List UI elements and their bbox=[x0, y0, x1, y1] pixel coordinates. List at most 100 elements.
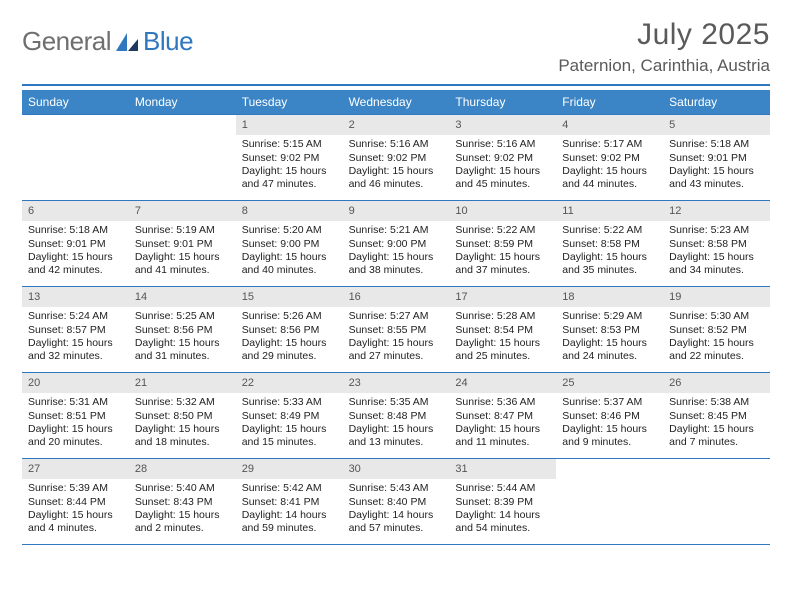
daylight-line1: Daylight: 15 hours bbox=[562, 251, 657, 264]
daylight-line1: Daylight: 15 hours bbox=[349, 251, 444, 264]
daylight-line2: and 31 minutes. bbox=[135, 350, 230, 363]
day-body: Sunrise: 5:15 AMSunset: 9:02 PMDaylight:… bbox=[236, 138, 343, 192]
day-body: Sunrise: 5:32 AMSunset: 8:50 PMDaylight:… bbox=[129, 396, 236, 450]
sunset-text: Sunset: 8:55 PM bbox=[349, 324, 444, 337]
sunset-text: Sunset: 8:41 PM bbox=[242, 496, 337, 509]
sunrise-text: Sunrise: 5:38 AM bbox=[669, 396, 764, 409]
day-cell: 23Sunrise: 5:35 AMSunset: 8:48 PMDayligh… bbox=[343, 372, 450, 458]
sunrise-text: Sunrise: 5:18 AM bbox=[28, 224, 123, 237]
sunset-text: Sunset: 8:58 PM bbox=[562, 238, 657, 251]
day-cell: 4 Sunrise: 5:17 AMSunset: 9:02 PMDaylight… bbox=[556, 114, 663, 200]
sunrise-text: Sunrise: 5:39 AM bbox=[28, 482, 123, 495]
daylight-line2: and 2 minutes. bbox=[135, 522, 230, 535]
calendar-grid: Sunday Monday Tuesday Wednesday Thursday… bbox=[22, 90, 770, 545]
sunrise-text: Sunrise: 5:36 AM bbox=[455, 396, 550, 409]
day-body: Sunrise: 5:44 AMSunset: 8:39 PMDaylight:… bbox=[449, 482, 556, 536]
daylight-line2: and 32 minutes. bbox=[28, 350, 123, 363]
sunrise-text: Sunrise: 5:37 AM bbox=[562, 396, 657, 409]
day-body: Sunrise: 5:42 AMSunset: 8:41 PMDaylight:… bbox=[236, 482, 343, 536]
daylight-line1: Daylight: 15 hours bbox=[135, 251, 230, 264]
day-body: Sunrise: 5:24 AMSunset: 8:57 PMDaylight:… bbox=[22, 310, 129, 364]
day-number: 8 bbox=[236, 201, 343, 221]
day-body: Sunrise: 5:39 AMSunset: 8:44 PMDaylight:… bbox=[22, 482, 129, 536]
daylight-line2: and 22 minutes. bbox=[669, 350, 764, 363]
day-cell: 31Sunrise: 5:44 AMSunset: 8:39 PMDayligh… bbox=[449, 458, 556, 544]
daylight-line1: Daylight: 15 hours bbox=[669, 251, 764, 264]
weekday-header: Tuesday bbox=[236, 90, 343, 114]
sunrise-text: Sunrise: 5:29 AM bbox=[562, 310, 657, 323]
day-cell: 22 Sunrise: 5:33 AMSunset: 8:49 PMDayligh… bbox=[236, 372, 343, 458]
weekday-header: Saturday bbox=[663, 90, 770, 114]
day-cell: 13Sunrise: 5:24 AMSunset: 8:57 PMDayligh… bbox=[22, 286, 129, 372]
sunset-text: Sunset: 8:57 PM bbox=[28, 324, 123, 337]
daylight-line1: Daylight: 15 hours bbox=[135, 423, 230, 436]
day-number: 2 bbox=[343, 115, 450, 135]
day-cell: 6Sunrise: 5:18 AMSunset: 9:01 PMDaylight… bbox=[22, 200, 129, 286]
logo-sail-icon bbox=[114, 31, 140, 53]
day-cell: 9Sunrise: 5:21 AMSunset: 9:00 PMDaylight… bbox=[343, 200, 450, 286]
empty-cell bbox=[129, 114, 236, 200]
day-body: Sunrise: 5:33 AMSunset: 8:49 PMDaylight:… bbox=[236, 396, 343, 450]
sunrise-text: Sunrise: 5:31 AM bbox=[28, 396, 123, 409]
day-number: 22 bbox=[236, 373, 343, 393]
daylight-line2: and 9 minutes. bbox=[562, 436, 657, 449]
daylight-line2: and 15 minutes. bbox=[242, 436, 337, 449]
day-body: Sunrise: 5:25 AMSunset: 8:56 PMDaylight:… bbox=[129, 310, 236, 364]
empty-cell bbox=[556, 458, 663, 544]
daylight-line2: and 20 minutes. bbox=[28, 436, 123, 449]
empty-cell bbox=[22, 114, 129, 200]
daylight-line2: and 25 minutes. bbox=[455, 350, 550, 363]
sunrise-text: Sunrise: 5:35 AM bbox=[349, 396, 444, 409]
day-body: Sunrise: 5:40 AMSunset: 8:43 PMDaylight:… bbox=[129, 482, 236, 536]
sunrise-text: Sunrise: 5:32 AM bbox=[135, 396, 230, 409]
sunset-text: Sunset: 8:52 PM bbox=[669, 324, 764, 337]
header: General Blue July 2025 Paternion, Carint… bbox=[22, 18, 770, 76]
day-number: 5 bbox=[663, 115, 770, 135]
sunset-text: Sunset: 8:40 PM bbox=[349, 496, 444, 509]
sunset-text: Sunset: 9:02 PM bbox=[455, 152, 550, 165]
day-cell: 24Sunrise: 5:36 AMSunset: 8:47 PMDayligh… bbox=[449, 372, 556, 458]
daylight-line1: Daylight: 15 hours bbox=[135, 337, 230, 350]
day-body: Sunrise: 5:36 AMSunset: 8:47 PMDaylight:… bbox=[449, 396, 556, 450]
day-body: Sunrise: 5:26 AMSunset: 8:56 PMDaylight:… bbox=[236, 310, 343, 364]
day-number: 12 bbox=[663, 201, 770, 221]
day-body: Sunrise: 5:18 AMSunset: 9:01 PMDaylight:… bbox=[663, 138, 770, 192]
day-body: Sunrise: 5:31 AMSunset: 8:51 PMDaylight:… bbox=[22, 396, 129, 450]
day-number: 9 bbox=[343, 201, 450, 221]
day-body: Sunrise: 5:17 AMSunset: 9:02 PMDaylight:… bbox=[556, 138, 663, 192]
empty-cell bbox=[663, 458, 770, 544]
sunset-text: Sunset: 9:01 PM bbox=[28, 238, 123, 251]
day-cell: 25Sunrise: 5:37 AMSunset: 8:46 PMDayligh… bbox=[556, 372, 663, 458]
day-number: 4 bbox=[556, 115, 663, 135]
daylight-line2: and 44 minutes. bbox=[562, 178, 657, 191]
week-row: 1Sunrise: 5:15 AMSunset: 9:02 PMDaylight… bbox=[22, 114, 770, 200]
daylight-line1: Daylight: 14 hours bbox=[349, 509, 444, 522]
daylight-line1: Daylight: 15 hours bbox=[349, 337, 444, 350]
title-block: July 2025 Paternion, Carinthia, Austria bbox=[558, 18, 770, 76]
day-cell: 12 Sunrise: 5:23 AMSunset: 8:58 PMDayligh… bbox=[663, 200, 770, 286]
header-rule bbox=[22, 84, 770, 86]
daylight-line1: Daylight: 15 hours bbox=[28, 423, 123, 436]
sunset-text: Sunset: 9:02 PM bbox=[242, 152, 337, 165]
day-number: 26 bbox=[663, 373, 770, 393]
daylight-line1: Daylight: 15 hours bbox=[242, 165, 337, 178]
sunrise-text: Sunrise: 5:22 AM bbox=[562, 224, 657, 237]
logo-word1: General bbox=[22, 26, 111, 57]
daylight-line1: Daylight: 15 hours bbox=[28, 509, 123, 522]
daylight-line2: and 7 minutes. bbox=[669, 436, 764, 449]
daylight-line1: Daylight: 14 hours bbox=[455, 509, 550, 522]
day-body: Sunrise: 5:20 AMSunset: 9:00 PMDaylight:… bbox=[236, 224, 343, 278]
sunset-text: Sunset: 9:02 PM bbox=[562, 152, 657, 165]
location-label: Paternion, Carinthia, Austria bbox=[558, 56, 770, 76]
week-row: 6 Sunrise: 5:18 AMSunset: 9:01 PM Daylight… bbox=[22, 200, 770, 286]
day-number: 14 bbox=[129, 287, 236, 307]
day-number: 6 bbox=[22, 201, 129, 221]
day-number: 20 bbox=[22, 373, 129, 393]
day-body: Sunrise: 5:28 AMSunset: 8:54 PMDaylight:… bbox=[449, 310, 556, 364]
day-body: Sunrise: 5:23 AMSunset: 8:58 PMDaylight:… bbox=[663, 224, 770, 278]
daylight-line2: and 38 minutes. bbox=[349, 264, 444, 277]
day-number: 30 bbox=[343, 459, 450, 479]
day-cell: 26Sunrise: 5:38 AMSunset: 8:45 PMDayligh… bbox=[663, 372, 770, 458]
day-number: 28 bbox=[129, 459, 236, 479]
weeks-container: 1Sunrise: 5:15 AMSunset: 9:02 PMDaylight… bbox=[22, 114, 770, 544]
